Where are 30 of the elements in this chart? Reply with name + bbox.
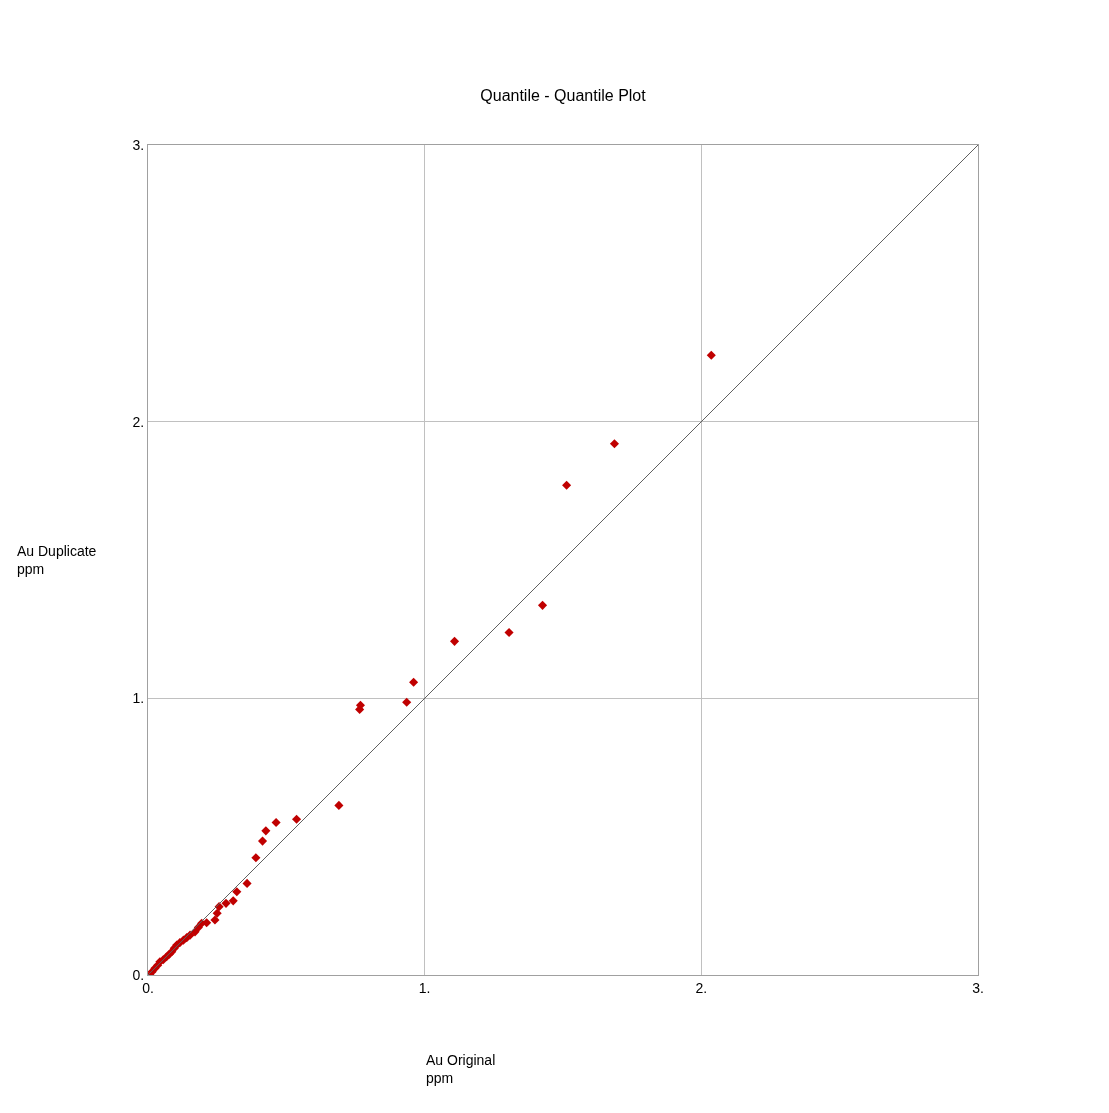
point <box>271 818 281 828</box>
chart-title: Quantile - Quantile Plot <box>480 86 647 104</box>
y-tick-label: 0. <box>132 966 145 983</box>
point <box>251 853 261 863</box>
y-tick-label: 2. <box>132 413 145 430</box>
point <box>402 697 412 707</box>
y-axis-title: Au Duplicate ppm <box>17 543 97 578</box>
x-tick-label: 3. <box>972 979 984 996</box>
point <box>221 898 231 908</box>
point <box>706 350 716 360</box>
point <box>242 878 252 888</box>
point <box>257 836 268 846</box>
point <box>537 600 548 610</box>
point <box>232 887 242 897</box>
point <box>212 908 222 918</box>
x-tick-label: 2. <box>695 979 708 996</box>
point <box>292 814 302 824</box>
x-tick-label: 1. <box>418 979 431 996</box>
point <box>504 627 514 638</box>
point <box>261 826 271 836</box>
y-tick-label: 1. <box>132 690 145 707</box>
y-tick-label: 3. <box>132 136 145 153</box>
point <box>409 677 419 687</box>
point <box>210 915 220 925</box>
x-axis-title: Au Original ppm <box>426 1052 496 1087</box>
point <box>562 480 572 490</box>
point <box>334 800 344 810</box>
point <box>450 636 460 646</box>
point <box>609 439 620 449</box>
point <box>228 896 238 906</box>
